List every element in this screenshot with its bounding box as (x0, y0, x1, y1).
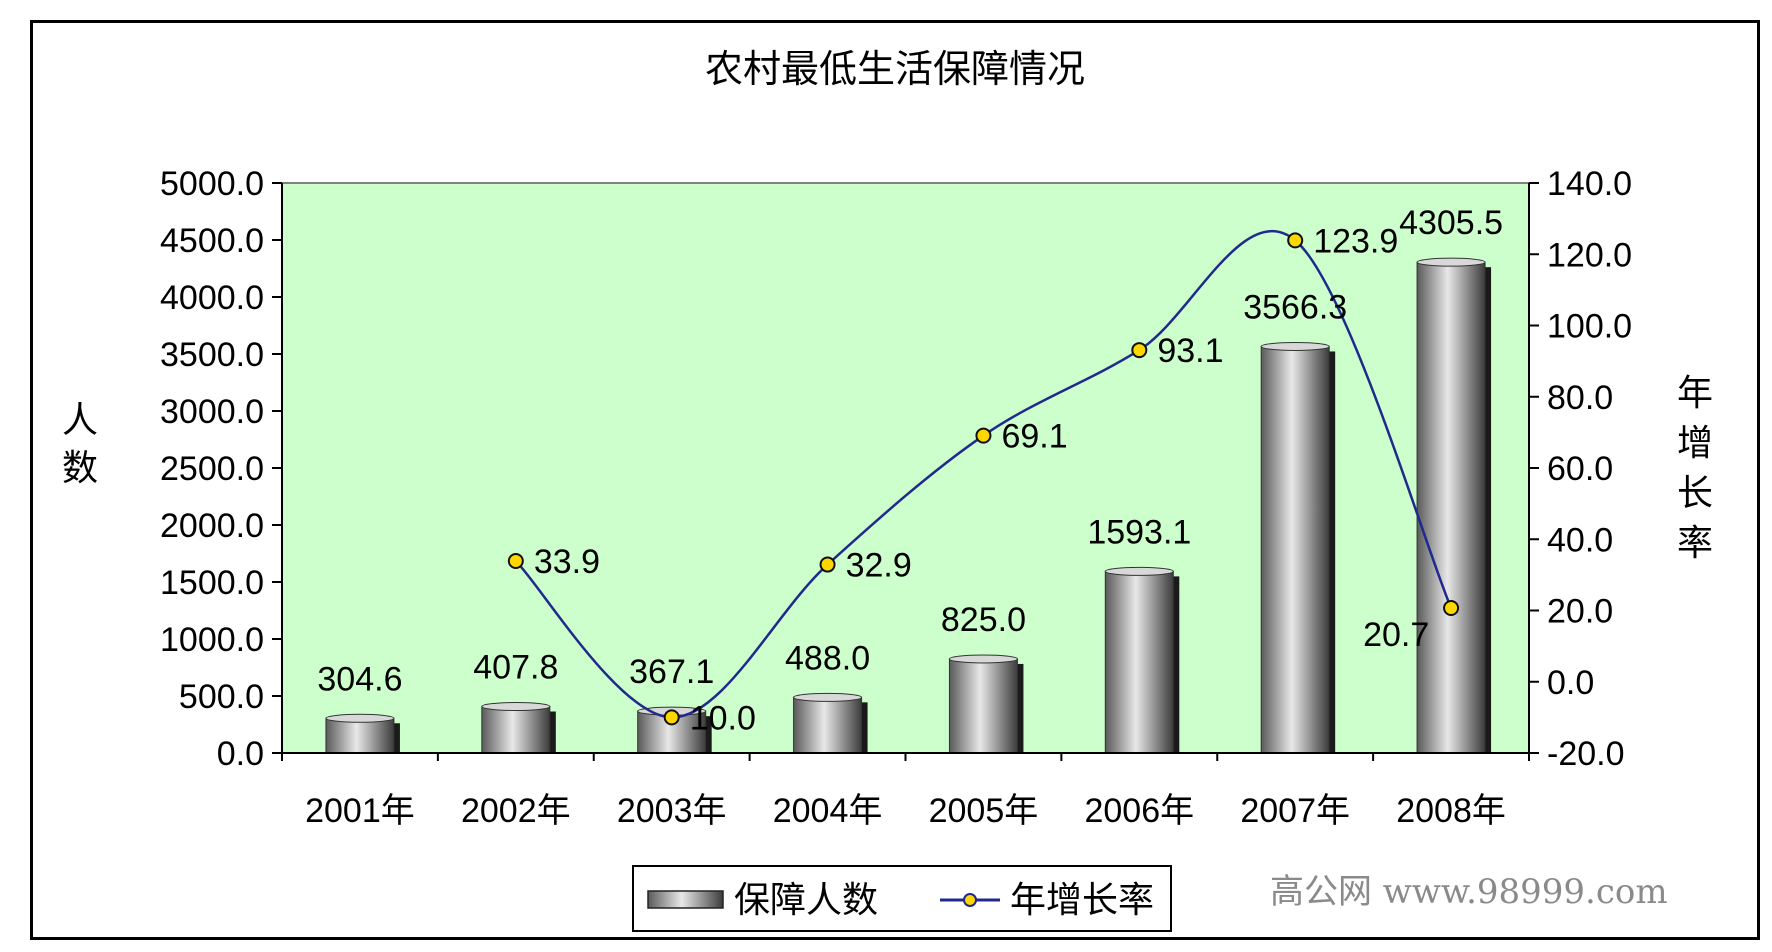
y-tick-label: 3000.0 (160, 393, 264, 431)
y2-tick-label: 140.0 (1547, 165, 1632, 203)
plot-area (281, 182, 1530, 754)
bar (325, 717, 395, 754)
line-data-label: 10.0 (690, 699, 756, 737)
bar-top (1260, 341, 1330, 351)
y-tick-label: 4500.0 (160, 222, 264, 260)
y2-axis-title-char: 长 (1677, 473, 1713, 514)
x-tick-label: 2005年 (929, 792, 1039, 830)
bar-data-label: 825.0 (941, 601, 1026, 639)
bar (793, 696, 863, 754)
x-axis: 2001年 2002年 2003年 2004年 2005年 2006年 2007年 2008年 (281, 752, 1530, 830)
bar-top (793, 692, 863, 702)
y2-tick-label: 40.0 (1547, 521, 1613, 559)
bar-data-label: 3566.3 (1243, 288, 1347, 326)
y-tick-label: 3500.0 (160, 336, 264, 374)
line-marker (1287, 232, 1304, 249)
y2-tick-label: 60.0 (1547, 450, 1613, 488)
y-tick-label: 1000.0 (160, 621, 264, 659)
y2-tick-label: 20.0 (1547, 593, 1613, 631)
line-data-label: 20.7 (1363, 616, 1429, 654)
y2-tick-label: 0.0 (1547, 664, 1594, 702)
bar (1416, 261, 1486, 754)
watermark: 高公网 www.98999.com (1270, 872, 1668, 912)
line-marker (975, 427, 992, 444)
bar-data-label: 1593.1 (1087, 513, 1191, 551)
bar-data-label: 4305.5 (1399, 204, 1503, 242)
bar (1260, 345, 1330, 754)
bar-data-label: 407.8 (473, 649, 558, 687)
line-series (507, 230, 1460, 726)
line-marker (1131, 342, 1148, 359)
x-tick-label: 2001年 (305, 792, 415, 830)
line-marker (507, 552, 524, 569)
y2-axis-title-char: 率 (1677, 523, 1713, 564)
right-axis: -20.0 0.0 20.0 40.0 60.0 80.0 100.0 120.0 140.0 (1528, 165, 1632, 773)
chart-title: 农村最低生活保障情况 (705, 47, 1085, 91)
legend-line-marker (963, 893, 977, 907)
bar-data-label: 488.0 (785, 639, 870, 677)
bar-top (948, 654, 1018, 664)
y2-axis-title: 年增长率 (1677, 373, 1713, 564)
x-tick-label: 2002年 (461, 792, 571, 830)
y2-axis-title-char: 年 (1677, 373, 1713, 414)
bar-data-labels: 304.6 407.8 367.1 488.0 825.0 1593.1 3566.3 430… (317, 204, 1503, 698)
legend-bar-label: 保障人数 (734, 880, 878, 921)
line-marker (663, 709, 680, 726)
y2-axis-title-char: 增 (1677, 423, 1713, 464)
y-axis-title-char: 人 (62, 400, 98, 441)
x-tick-label: 2008年 (1396, 792, 1506, 830)
x-tick-label: 2006年 (1084, 792, 1194, 830)
y-tick-label: 5000.0 (160, 165, 264, 203)
y-tick-label: 0.0 (217, 735, 264, 773)
y2-tick-label: 80.0 (1547, 379, 1613, 417)
line-data-label: 69.1 (1001, 418, 1067, 456)
x-tick-label: 2004年 (773, 792, 883, 830)
line-marker (819, 556, 836, 573)
bar-top (325, 713, 395, 723)
y2-tick-label: 120.0 (1547, 236, 1632, 274)
bar-top (1416, 257, 1486, 267)
bar-data-label: 367.1 (629, 653, 714, 691)
bar-top (481, 702, 551, 712)
y-tick-label: 2000.0 (160, 507, 264, 545)
y-axis-title: 人数 (62, 400, 98, 489)
bar (948, 658, 1018, 754)
x-tick-label: 2007年 (1240, 792, 1350, 830)
x-tick-label: 2003年 (617, 792, 727, 830)
bar-top (1104, 566, 1174, 576)
line-data-labels: 33.9 10.0 32.9 69.1 93.1 123.9 20.7 (534, 222, 1429, 737)
y-tick-label: 500.0 (179, 678, 264, 716)
y-axis-title-char: 数 (62, 448, 98, 489)
bar (481, 706, 551, 754)
y-tick-label: 2500.0 (160, 450, 264, 488)
line-marker (1443, 600, 1460, 617)
bar-series (325, 257, 1492, 754)
bar-data-label: 304.6 (317, 660, 402, 698)
y-tick-label: 1500.0 (160, 564, 264, 602)
line-data-label: 33.9 (534, 543, 600, 581)
legend-bar-swatch (647, 890, 724, 909)
legend: 保障人数 年增长率 (632, 865, 1172, 932)
legend-line-label: 年增长率 (1010, 880, 1154, 921)
y2-tick-label: 100.0 (1547, 308, 1632, 346)
line-data-label: 32.9 (846, 547, 912, 585)
line-data-label: 93.1 (1157, 332, 1223, 370)
left-axis: 0.0 500.0 1000.0 1500.0 2000.0 2500.0 3000.0 35… (160, 165, 283, 773)
y-tick-label: 4000.0 (160, 279, 264, 317)
line-data-label: 123.9 (1313, 222, 1398, 260)
bar (1104, 570, 1174, 754)
y2-tick-label: -20.0 (1547, 735, 1625, 773)
